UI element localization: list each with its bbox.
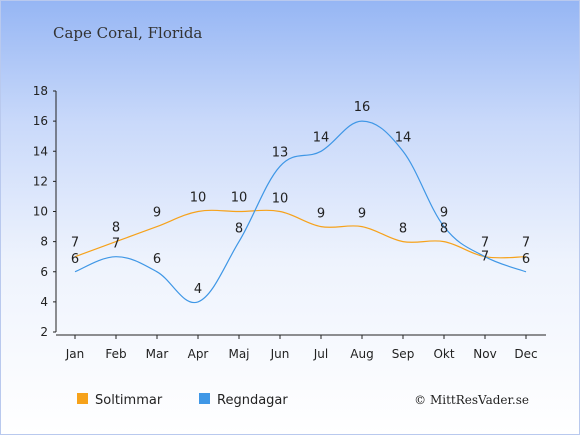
legend-label-regndagar: Regndagar [217,393,288,408]
y-tick-label: 6 [40,265,48,279]
data-label-regndagar: 6 [522,252,530,267]
x-tick-label: Okt [433,347,454,361]
data-label-soltimmar: 7 [71,236,79,251]
y-tick-label: 8 [40,235,48,249]
chart-title: Cape Coral, Florida [53,24,202,42]
credit-text: © MittResVader.se [414,393,529,407]
legend: Soltimmar Regndagar [77,393,288,408]
series-line-soltimmar [74,209,527,259]
data-label-regndagar: 9 [440,206,448,221]
series-line-regndagar [74,120,527,304]
y-tick-label: 10 [33,205,48,219]
x-tick-label: Jun [270,347,290,361]
data-label-regndagar: 6 [153,252,161,267]
data-label-soltimmar: 8 [399,222,407,237]
data-label-soltimmar: 8 [112,221,120,236]
data-label-soltimmar: 9 [317,207,325,222]
data-label-regndagar: 4 [194,282,202,297]
axes: 2 4 6 8 10 12 14 16 18 Jan Feb Mar Apr Maj Jun Jul Aug Se… [33,84,546,361]
data-label-regndagar: 16 [354,100,371,115]
data-label-soltimmar: 10 [190,191,207,206]
x-tick-label: Sep [392,347,415,361]
legend-swatch-regndagar [199,393,210,404]
y-tick-label: 4 [40,295,48,309]
data-label-soltimmar: 7 [522,236,530,251]
x-tick-label: Dec [514,347,537,361]
series-lines [74,120,527,304]
legend-swatch-soltimmar [77,393,88,404]
x-tick-label: Feb [105,347,126,361]
y-tick-label: 18 [33,84,48,98]
data-label-regndagar: 7 [112,237,120,252]
y-tick-label: 2 [40,325,48,339]
data-label-regndagar: 8 [235,222,243,237]
x-tick-label: Jan [65,347,85,361]
data-label-soltimmar: 10 [231,191,248,206]
y-tick-label: 16 [33,114,48,128]
data-label-regndagar: 14 [313,130,330,145]
data-label-soltimmar: 9 [153,206,161,221]
data-label-soltimmar: 10 [272,192,289,207]
x-tick-label: Aug [350,347,373,361]
data-label-soltimmar: 9 [358,207,366,222]
data-label-regndagar: 14 [395,130,412,145]
x-tick-label: Jul [313,347,328,361]
data-label-soltimmar: 7 [481,236,489,251]
legend-label-soltimmar: Soltimmar [95,393,163,408]
y-tick-label: 12 [33,174,48,188]
data-label-regndagar: 7 [481,250,489,265]
x-tick-label: Maj [228,347,249,361]
data-label-regndagar: 13 [272,145,289,160]
x-tick-label: Nov [473,347,496,361]
data-label-regndagar: 6 [71,252,79,267]
data-label-soltimmar: 8 [440,222,448,237]
x-tick-label: Apr [188,347,209,361]
x-tick-label: Mar [146,347,169,361]
y-tick-label: 14 [33,144,48,158]
